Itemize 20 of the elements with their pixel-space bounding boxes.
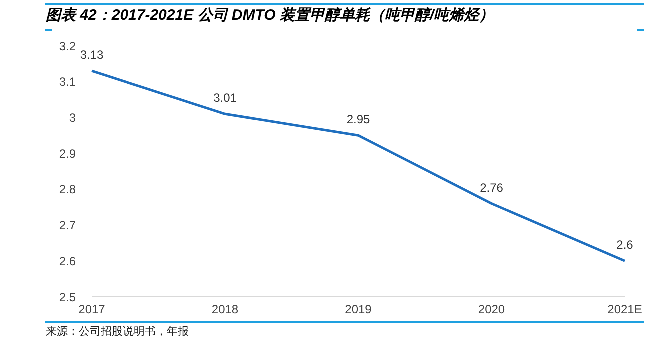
data-label: 2.6 — [616, 238, 634, 252]
x-tick-label: 2018 — [212, 302, 239, 317]
x-tick-label: 2020 — [478, 302, 506, 317]
y-tick-label: 2.6 — [59, 254, 76, 268]
y-tick-label: 3.1 — [59, 75, 76, 90]
data-label: 2.76 — [480, 180, 504, 195]
y-tick-label: 2.5 — [59, 290, 76, 304]
data-label: 3.01 — [214, 91, 238, 106]
y-tick-label: 3.2 — [59, 39, 76, 54]
chart-title: 图表 42：2017-2021E 公司 DMTO 装置甲醇单耗（吨甲醇/吨烯烃） — [46, 6, 494, 25]
x-tick-label: 2017 — [78, 302, 106, 317]
data-label: 3.13 — [80, 48, 104, 62]
y-tick-label: 2.7 — [59, 218, 76, 233]
y-tick-label: 2.9 — [59, 146, 76, 161]
data-label: 2.95 — [346, 112, 370, 127]
source-note: 来源：公司招股说明书，年报 — [46, 325, 189, 339]
x-tick-label: 2019 — [345, 302, 372, 317]
x-tick-label: 2021E — [608, 302, 642, 317]
y-tick-label: 3 — [69, 110, 76, 125]
y-tick-label: 2.8 — [59, 182, 76, 197]
